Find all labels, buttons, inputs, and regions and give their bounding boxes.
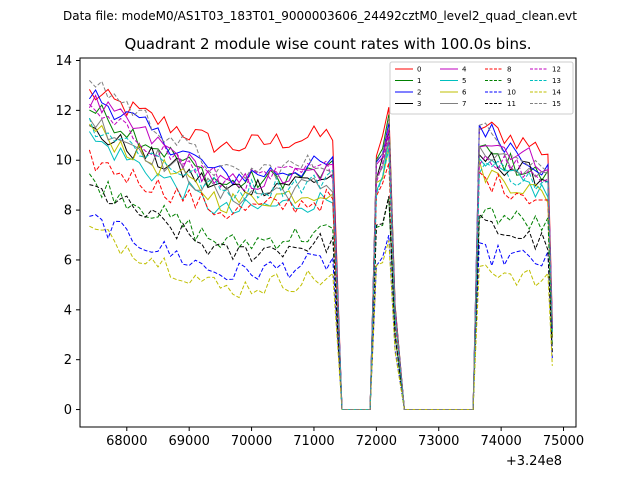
legend-label: 10 [507, 89, 516, 97]
legend-label: 0 [417, 66, 421, 74]
legend-label: 7 [462, 100, 466, 108]
series-line-13 [88, 117, 553, 410]
legend-label: 6 [462, 89, 467, 97]
series-line-5 [88, 131, 553, 410]
legend-label: 11 [507, 100, 516, 108]
legend-label: 9 [507, 77, 511, 85]
x-tick-label: 68000 [106, 434, 147, 449]
x-tick-label: 73000 [418, 434, 459, 449]
series-line-7 [88, 117, 553, 410]
legend-label: 5 [462, 77, 466, 85]
x-tick-label: 75000 [543, 434, 584, 449]
legend-label: 1 [417, 77, 421, 85]
series-line-11 [89, 184, 553, 410]
legend-label: 2 [417, 89, 421, 97]
series-line-14 [89, 225, 553, 410]
x-tick-label: 72000 [356, 434, 397, 449]
series-line-8 [88, 149, 553, 410]
x-tick-label: 71000 [293, 434, 334, 449]
x-tick-label: 70000 [231, 434, 272, 449]
x-tick-label: 69000 [169, 434, 210, 449]
series-line-10 [89, 214, 553, 410]
y-tick-label: 6 [64, 253, 72, 268]
y-tick-label: 12 [55, 104, 72, 119]
legend-label: 8 [507, 66, 511, 74]
legend-frame [389, 61, 574, 115]
legend-label: 15 [552, 100, 561, 108]
legend-label: 12 [552, 66, 561, 74]
series-line-3 [89, 125, 553, 410]
chart-suptitle: Data file: modeM0/AS1T03_183T01_90000036… [63, 9, 577, 23]
plot-background [80, 58, 576, 427]
x-offset-label: +3.24e8 [506, 454, 562, 469]
y-tick-label: 8 [64, 204, 72, 219]
plot-area [80, 58, 576, 427]
series-layer [88, 80, 553, 410]
y-tick-label: 2 [64, 353, 72, 368]
x-tick-label: 74000 [480, 434, 521, 449]
series-line-9 [88, 173, 553, 410]
chart-title: Quadrant 2 module wise count rates with … [124, 35, 531, 53]
series-line-15 [89, 80, 553, 410]
legend-label: 13 [552, 77, 561, 85]
axes-frame [79, 57, 577, 428]
legend-label: 14 [552, 89, 561, 97]
axes-layer: 68000 69000 70000 71000 72000 73000 74000 75000… [55, 54, 584, 449]
y-tick-label: 4 [64, 303, 72, 318]
y-tick-label: 0 [64, 403, 72, 418]
y-tick-label: 10 [55, 154, 72, 169]
legend-label: 4 [462, 66, 467, 74]
legend-label: 3 [417, 100, 421, 108]
y-tick-label: 14 [55, 54, 72, 69]
series-line-4 [88, 94, 553, 410]
series-line-12 [89, 103, 553, 410]
series-line-0 [88, 88, 553, 410]
